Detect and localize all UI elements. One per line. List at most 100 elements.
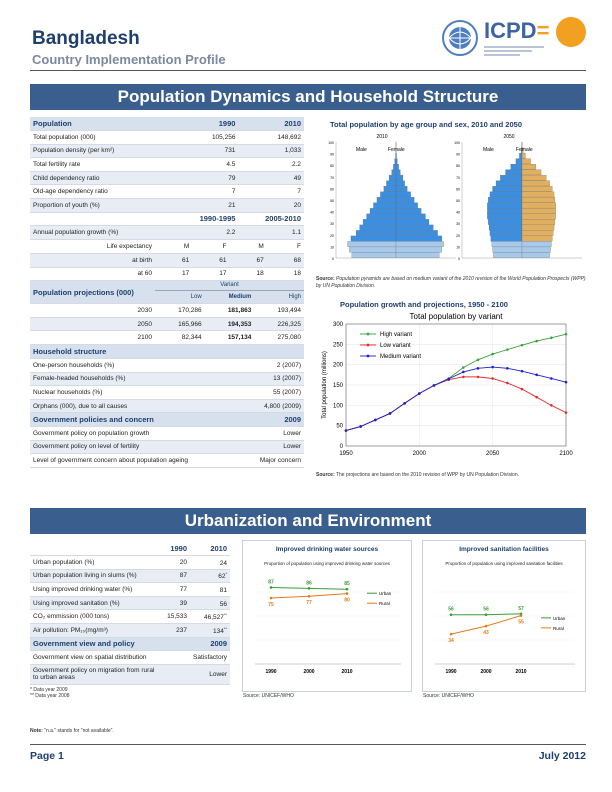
table-cell: 20 [164,555,191,570]
growth-chart: Total population by variant 0 50 100 150 200 2… [322,312,573,457]
table-cell: Total population (000) [30,130,173,145]
pyramid-bar-female [395,219,430,225]
legend-label: Rural [553,626,564,631]
x-tick-label: 2000 [303,669,314,675]
pyramid-tick-label: 0 [332,257,334,261]
pyramid-bar-male [388,175,397,181]
pyramid-title: Total population by age group and sex, 2… [330,120,522,129]
table-cell: 13 (2007) [241,372,304,387]
table-cell: at 60 [30,267,155,282]
table-cell: 2 (2007) [241,358,304,373]
table-cell: 15,533 [164,609,191,625]
table-cell: Annual population growth (%) [30,225,173,240]
note: Note: "n.a." stands for "not available". [30,728,114,734]
data-point [484,613,488,617]
data-point [345,587,349,591]
table-cell: 49 [238,171,304,186]
pyramid-bar-female [395,241,444,247]
y-tick-label: 200 [333,363,344,369]
data-point [564,380,568,384]
table-cell: 134** [190,623,230,638]
y-tick-label: 250 [333,342,344,348]
series-line [345,333,567,431]
data-label: 87 [268,579,274,585]
data-label: 85 [344,581,350,587]
sanitation-chart: 1990 2000 2010 56 56 57 Urban 34 43 55 Rural [435,591,575,675]
y-tick-label: 300 [333,322,344,328]
pyramid-bar-female [395,169,401,176]
footer-rule [30,744,586,745]
sanitation-panel: Improved sanitation facilities Proportio… [422,540,586,692]
pyramid-tick-label: 80 [330,164,334,168]
legend-label: High variant [380,332,412,338]
pyramid-male-label: Male [356,147,367,153]
table-cell: 77 [164,582,191,597]
table-cell: F [192,239,230,254]
table-cell: 148,692 [238,130,304,145]
pyramid-bar-female [521,186,553,192]
pyramid-tick-label: 100 [328,141,334,145]
y-axis-label: Total population (millions) [322,351,328,419]
household-head: Household structure [30,345,304,360]
data-point [491,365,494,369]
pop-head-1990: 1990 [172,117,239,132]
pyramid-bar-male [488,197,523,203]
pyramid-bar-female [521,191,555,198]
pyramid-chart: 2010 2050 0 10 20 30 40 50 60 70 80 90 100 0 10 20 30… [328,134,582,261]
table-cell: Child dependency ratio [30,171,173,186]
data-point [307,587,311,590]
data-point [520,369,524,373]
life-label: Life expectancy [30,239,155,254]
x-tick-label: 2010 [515,669,526,675]
pyramid-bar-female [521,197,556,203]
data-point [535,373,538,377]
data-label: 56 [448,607,454,613]
pyramid-bar-male [493,252,523,258]
table-cell: Female-headed households (%) [30,372,242,387]
pyramid-bar-male [519,152,523,159]
legend-label: Rural [379,601,390,606]
water-title: Improved drinking water sources [275,546,379,553]
pyramid-bar-female [521,147,524,153]
data-point [476,358,480,362]
header-rule [30,70,586,71]
table-cell: Government policy on level of fertility [30,440,242,455]
pyramid-bar-male [492,186,523,192]
x-tick-label: 2000 [480,669,491,675]
table-cell: CO₂ emmission (000 tons) [30,609,165,625]
data-point [564,411,568,414]
table-cell: 62* [190,569,230,584]
footnote-1: * Data year 2009 [30,686,68,693]
table-cell: 1.1 [238,225,304,240]
variant-high: High [254,290,304,305]
table-cell: Level of government concern about popula… [30,453,242,468]
pyramid-bar-female [395,175,404,181]
pyramid-bar-female [395,235,443,242]
table-cell: 17 [155,267,193,282]
pyramid-bar-female [521,213,556,220]
population-table: Population 1990 2010 Total population (000… [30,117,304,468]
sanitation-source: Source: UNICEF/WHO [423,693,474,699]
data-point [491,377,494,380]
data-point [345,592,349,595]
y-tick-label: 150 [333,383,344,389]
data-point [388,412,392,415]
water-panel: Improved drinking water sources Proporti… [242,540,412,692]
pyramid-tick-label: 60 [330,187,334,191]
table-cell: 4,800 (2009) [241,399,304,414]
pyramid-year-2050: 2050 [503,134,514,140]
sanitation-subtitle: Proportion of population using improved … [445,561,563,566]
pyramid-bar-male [394,158,397,164]
pyramid-bar-female [521,208,556,214]
data-label: 80 [344,598,350,604]
table-cell: 68 [266,253,304,268]
pyramid-bar-male [350,235,397,242]
pyramid-tick-label: 40 [456,211,460,215]
data-point [506,367,509,370]
table-cell: 194,353 [204,317,255,332]
data-point [418,392,421,395]
table-cell: 20 [238,198,304,213]
growth-source: Source: The projections are based on the… [316,472,520,478]
table-cell: 7 [172,184,239,200]
data-label: 56 [483,607,489,613]
